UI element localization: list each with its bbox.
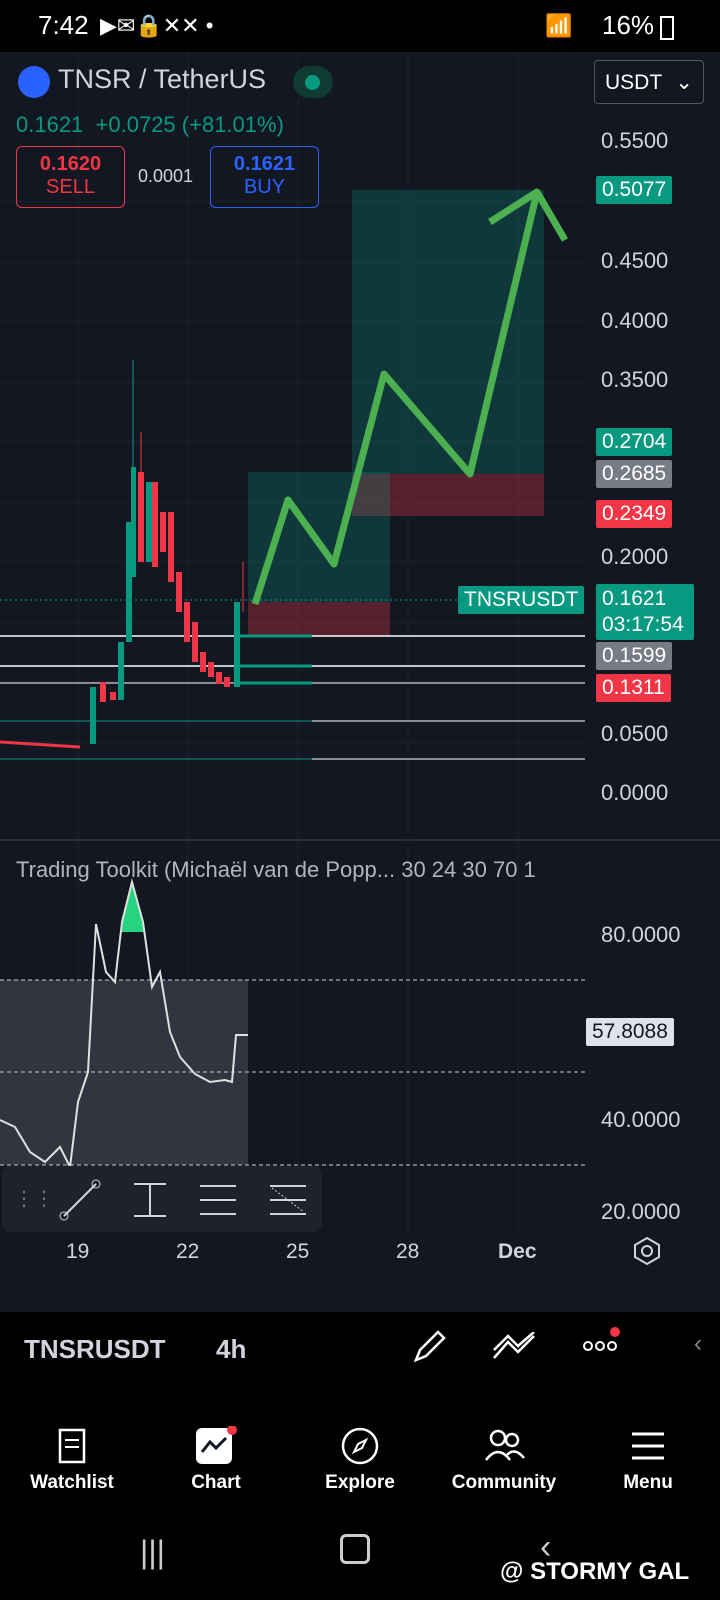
target-price-tag: 0.5077 xyxy=(596,176,673,204)
symbol-title[interactable]: TNSR / TetherUS xyxy=(58,64,267,94)
back-icon[interactable]: ‹ xyxy=(540,1528,552,1566)
compass-icon xyxy=(341,1427,379,1465)
bottom-nav: Watchlist Chart Explore Community Menu xyxy=(0,1412,720,1522)
price-axis-label: 0.5500 xyxy=(601,128,669,153)
time-axis-label: 22 xyxy=(176,1240,200,1263)
indicator-line xyxy=(0,878,248,1171)
indicator-axis-label: 20.0000 xyxy=(601,1199,681,1224)
current-price-tag: 0.1621 03:17:54 xyxy=(596,584,694,640)
chart-area[interactable]: TNSR / TetherUS USDT ⌄ 0.1621 +0.0725 (+8… xyxy=(0,52,720,1312)
community-icon xyxy=(485,1429,525,1461)
battery-text: 16% xyxy=(602,10,655,40)
signal-icon: 📶 xyxy=(545,13,573,38)
indicator-axis-label: 80.0000 xyxy=(601,922,681,947)
home-icon[interactable] xyxy=(340,1534,370,1564)
price-axis-label: 0.0000 xyxy=(601,780,669,805)
nav-menu[interactable]: Menu xyxy=(576,1412,720,1522)
spread-value: 0.0001 xyxy=(138,166,194,186)
interval-selector[interactable]: 4h xyxy=(216,1334,247,1364)
buy-button[interactable]: 0.1621 BUY xyxy=(210,146,319,208)
long-position-profit-zone xyxy=(352,190,544,474)
watermark: @ STORMY GAL xyxy=(500,1558,690,1585)
symbol-selector[interactable]: TNSRUSDT xyxy=(24,1334,166,1364)
status-time: 7:42 xyxy=(38,10,89,40)
symbol-logo xyxy=(18,66,50,98)
drawing-toolbar: ⋮⋮ xyxy=(2,1166,322,1232)
last-price: 0.1621 +0.0725 (+81.01%) xyxy=(16,112,284,137)
price-range-icon[interactable] xyxy=(128,1178,172,1222)
price-axis-label: 0.4000 xyxy=(601,308,669,333)
nav-explore[interactable]: Explore xyxy=(288,1412,432,1522)
take-profit-tag: 0.2704 xyxy=(596,428,673,456)
watchlist-icon xyxy=(58,1428,86,1464)
time-axis-label: 19 xyxy=(66,1240,90,1263)
entry-price-tag: 0.2685 xyxy=(596,460,673,488)
price-axis-label: 0.0500 xyxy=(601,721,669,746)
notification-icons: ▶✉🔒✕✕ • xyxy=(100,13,214,38)
symbol-price-tag: TNSRUSDT xyxy=(458,586,585,614)
fib-retracement-icon[interactable] xyxy=(196,1178,240,1222)
recents-icon[interactable]: ||| xyxy=(140,1534,165,1570)
pencil-icon[interactable] xyxy=(410,1328,448,1366)
status-bar: 7:42 ▶✉🔒✕✕ • 📶 16% xyxy=(0,0,720,52)
candlesticks xyxy=(0,360,244,749)
arrow-head xyxy=(488,188,569,242)
long-position-loss-zone xyxy=(352,474,544,516)
projection-arrow xyxy=(251,191,541,606)
time-axis-label: 25 xyxy=(286,1240,310,1263)
sell-button[interactable]: 0.1620 SELL xyxy=(16,146,125,208)
drag-handle-icon[interactable]: ⋮⋮ xyxy=(14,1188,54,1210)
stop-loss-tag: 0.2349 xyxy=(596,500,673,528)
long-position-loss-zone-2 xyxy=(248,602,390,636)
collapse-icon[interactable]: ‹ xyxy=(694,1330,702,1357)
overbought-fill xyxy=(120,882,145,932)
chart-toolbar: TNSRUSDT 4h ‹ xyxy=(0,1312,720,1412)
chart-icon xyxy=(196,1426,237,1464)
settings-icon[interactable] xyxy=(632,1236,662,1266)
time-axis-label: Dec xyxy=(498,1240,537,1263)
level-price-tag: 0.1599 xyxy=(596,642,673,670)
battery-icon xyxy=(660,16,674,40)
fib-extension-icon[interactable] xyxy=(266,1178,310,1222)
nav-watchlist[interactable]: Watchlist xyxy=(0,1412,144,1522)
indicator-axis-label: 40.0000 xyxy=(601,1107,681,1132)
more-icon[interactable] xyxy=(582,1326,622,1362)
indicators-icon[interactable] xyxy=(492,1332,536,1362)
time-axis[interactable]: 19 22 25 28 Dec xyxy=(0,1232,720,1276)
chevron-down-icon: ⌄ xyxy=(675,71,693,94)
long-position-profit-zone-2 xyxy=(248,472,390,602)
price-axis-label: 0.4500 xyxy=(601,248,669,273)
nav-community[interactable]: Community xyxy=(432,1412,576,1522)
menu-icon xyxy=(632,1432,664,1460)
time-axis-label: 28 xyxy=(396,1240,420,1263)
price-axis-label: 0.3500 xyxy=(601,367,669,392)
level-price-tag: 0.1311 xyxy=(596,674,671,702)
price-axis-label: 0.2000 xyxy=(601,544,669,569)
indicator-value-tag: 57.8088 xyxy=(586,1018,674,1046)
currency-select[interactable]: USDT ⌄ xyxy=(594,60,704,104)
indicator-title[interactable]: Trading Toolkit (Michaël van de Popp... … xyxy=(16,857,536,882)
chart-canvas[interactable] xyxy=(0,52,720,1312)
trend-line-icon[interactable] xyxy=(58,1178,102,1222)
nav-chart[interactable]: Chart xyxy=(144,1412,288,1522)
market-status-icon xyxy=(293,66,333,98)
system-nav-bar: ||| ‹ @ STORMY GAL xyxy=(0,1522,720,1600)
